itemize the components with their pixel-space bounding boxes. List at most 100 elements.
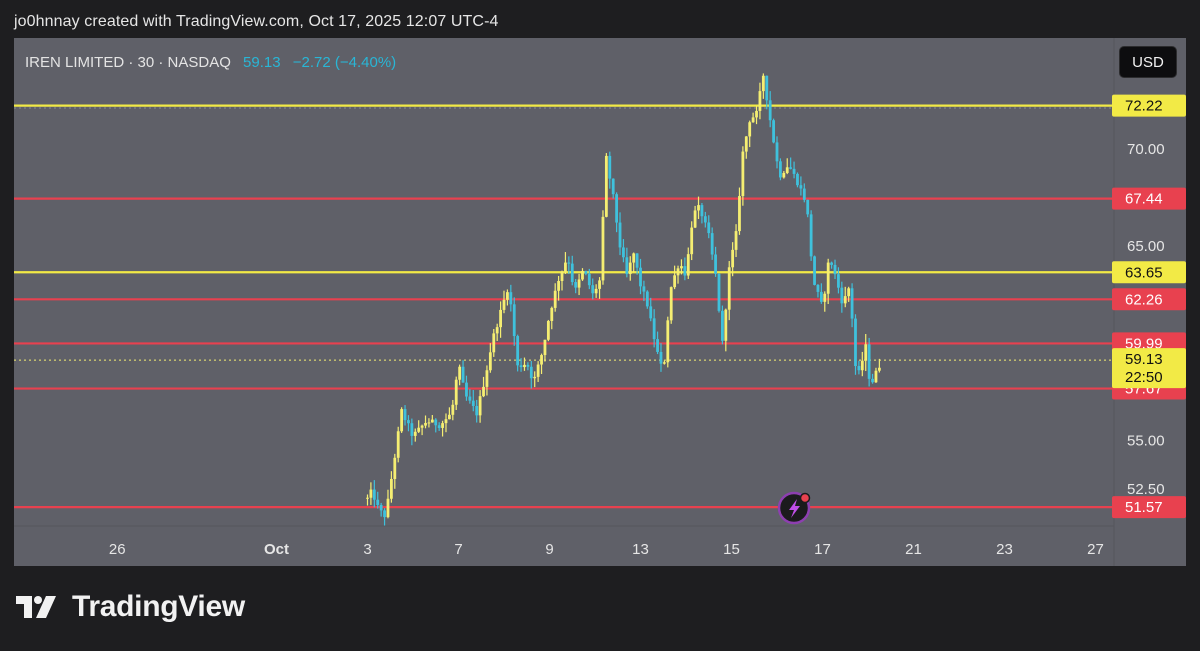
candle-body [458, 366, 462, 380]
currency-button[interactable]: USD [1119, 46, 1177, 78]
x-tick-label: 13 [632, 541, 649, 558]
candle-body [840, 287, 844, 304]
candle-body [434, 419, 438, 426]
price-change: −2.72 (−4.40%) [292, 54, 397, 71]
brand-name: TradingView [72, 590, 245, 623]
lightning-alert-icon[interactable] [777, 491, 811, 525]
price-badge-countdown: 22:50 [1125, 369, 1163, 386]
candle-body [567, 262, 571, 264]
candle-body [697, 205, 700, 211]
candle-body [441, 423, 444, 428]
candle-body [529, 366, 533, 379]
candle-body [485, 370, 489, 387]
candle-body [775, 142, 779, 162]
x-tick-label: 23 [996, 541, 1013, 558]
candle-body [806, 199, 810, 215]
x-tick-label: 15 [723, 541, 740, 558]
level-badge [1112, 187, 1186, 210]
y-tick-label: 70.00 [1127, 141, 1165, 158]
candle-body [645, 291, 649, 307]
candle-body [584, 271, 588, 274]
candle-body [557, 280, 560, 291]
candle-body [768, 100, 772, 121]
candle-body [823, 293, 827, 302]
candle-body [451, 404, 455, 415]
candle-body [871, 378, 874, 383]
candle-body [543, 339, 547, 356]
y-tick-label: 65.00 [1127, 238, 1165, 255]
level-badge-label: 72.22 [1125, 98, 1163, 115]
candle-body [407, 420, 410, 424]
candle-body [847, 288, 851, 297]
candle-body [488, 352, 492, 371]
candle-body [615, 194, 619, 223]
candle-body [564, 262, 567, 272]
symbol-title: IREN LIMITED · 30 · NASDAQ [25, 54, 231, 71]
levels-layer [14, 104, 1114, 509]
candle-body [611, 178, 615, 195]
candle-body [468, 396, 472, 401]
candle-body [813, 256, 816, 285]
candle-body [656, 339, 659, 352]
price-chart[interactable]: 75.0070.0065.0055.0052.5026Oct3791315172… [14, 38, 1186, 566]
candle-body [471, 400, 475, 406]
candle-body [680, 266, 683, 269]
candle-body [874, 370, 878, 383]
candle-body [424, 422, 427, 426]
candle-body [676, 268, 680, 276]
level-badge-label: 67.44 [1125, 191, 1163, 208]
candle-body [553, 290, 557, 308]
x-tick-label: 27 [1087, 541, 1104, 558]
candle-body [738, 196, 741, 232]
candle-body [666, 320, 670, 363]
candle-body [366, 497, 369, 499]
candle-body [809, 214, 813, 257]
candle-body [427, 422, 431, 424]
candle-body [396, 431, 400, 458]
candle-body [376, 499, 380, 505]
candle-body [833, 264, 837, 275]
candle-body [683, 266, 687, 276]
candle-body [857, 366, 861, 371]
chart-panel[interactable]: 75.0070.0065.0055.0052.5026Oct3791315172… [14, 38, 1186, 566]
candle-body [526, 364, 530, 367]
candle-body [669, 287, 673, 321]
candle-body [546, 320, 550, 340]
candle-body [444, 419, 448, 424]
candle-body [594, 288, 598, 294]
candle-body [717, 273, 721, 311]
candle-body [574, 282, 578, 288]
x-tick-label: 26 [109, 541, 126, 558]
candle-body [632, 253, 636, 263]
candle-body [785, 167, 789, 173]
candle-body [482, 386, 485, 397]
candle-body [502, 299, 506, 310]
candle-body [448, 414, 451, 420]
level-badge [1112, 496, 1186, 519]
candle-body [465, 382, 468, 397]
candle-body [591, 285, 595, 294]
candle-body [519, 365, 523, 368]
candle-body [816, 284, 820, 292]
candle-body [755, 110, 758, 118]
candle-body [533, 376, 537, 379]
candle-body [622, 247, 625, 258]
candle-body [403, 409, 407, 421]
candle-body [765, 75, 769, 101]
candle-body [779, 161, 782, 178]
candle-body [854, 318, 857, 367]
candle-body [792, 168, 796, 174]
candle-body [379, 504, 383, 511]
candle-body [386, 498, 390, 518]
candle-body [581, 271, 584, 280]
candle-body [608, 155, 612, 179]
candle-body [509, 292, 513, 305]
y-tick-label: 55.00 [1127, 432, 1165, 449]
candle-body [751, 117, 755, 123]
candle-body [734, 231, 738, 250]
candle-body [724, 309, 728, 341]
candle-body [796, 173, 799, 186]
level-badge-label: 62.26 [1125, 291, 1163, 308]
candle-body [417, 427, 421, 432]
tradingview-brand: TradingView [16, 590, 245, 624]
